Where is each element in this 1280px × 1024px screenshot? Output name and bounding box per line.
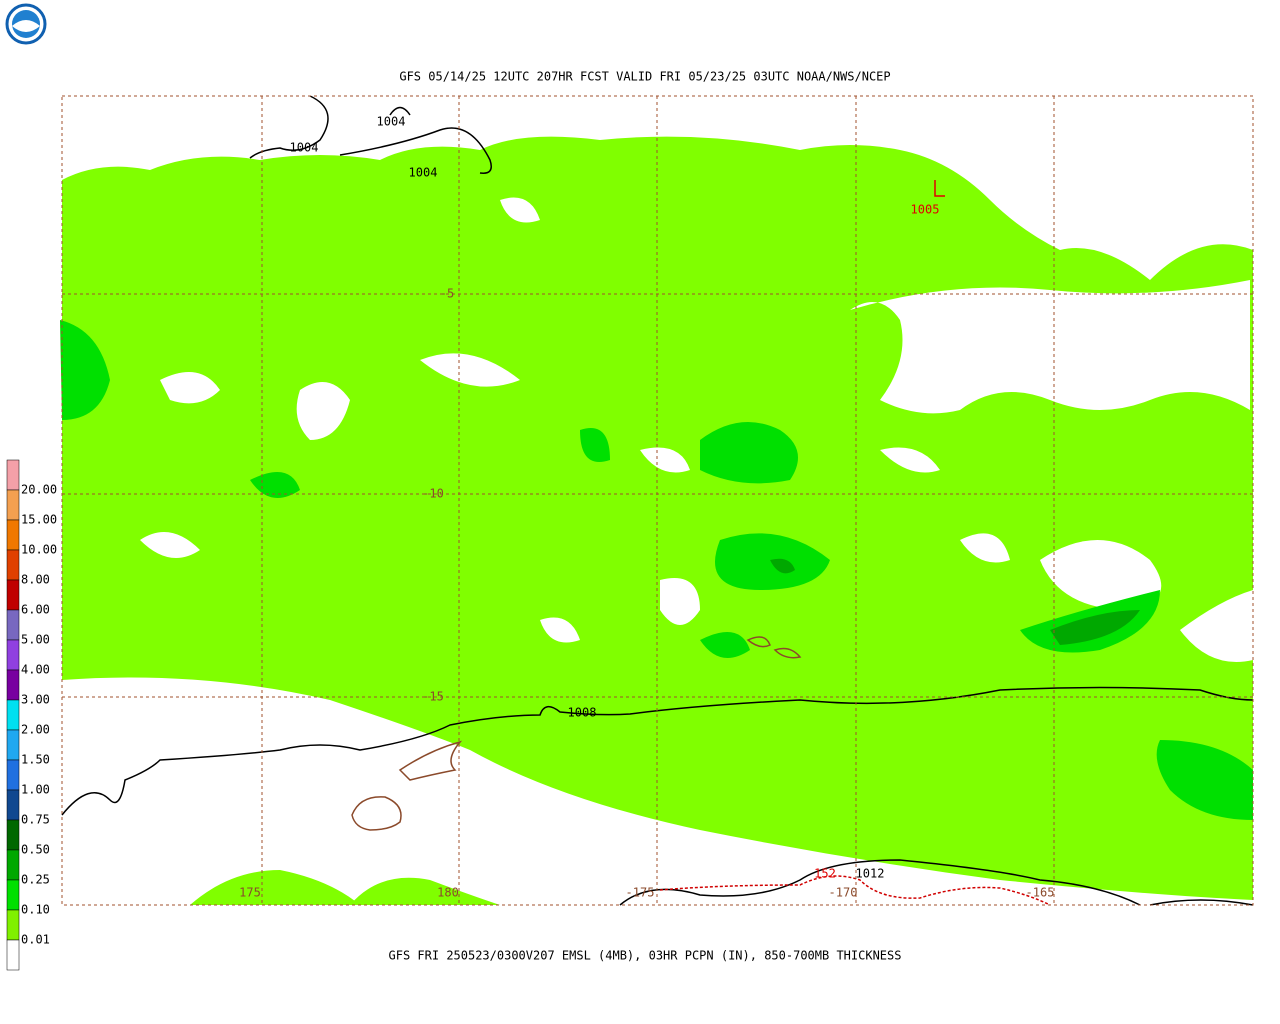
isobars	[61, 95, 1254, 906]
longitude-label: -165	[1026, 886, 1055, 900]
low-value: 1005	[911, 203, 940, 217]
longitude-label: -175	[626, 886, 655, 900]
grid	[61, 95, 1254, 906]
legend-label: 0.25	[21, 873, 50, 887]
legend-swatch	[6, 579, 20, 611]
thickness-line	[659, 875, 1051, 906]
legend-swatch	[6, 669, 20, 701]
legend-label: 5.00	[21, 633, 50, 647]
latitude-label: -5	[440, 287, 454, 301]
legend-swatch	[6, 789, 20, 821]
legend-swatch	[6, 909, 20, 941]
legend-swatch	[6, 849, 20, 881]
legend-label: 6.00	[21, 603, 50, 617]
latitude-label: -15	[422, 690, 444, 704]
legend-swatch	[6, 489, 20, 521]
map-title: GFS 05/14/25 12UTC 207HR FCST VALID FRI …	[399, 70, 890, 84]
legend-swatch	[6, 759, 20, 791]
legend-label: 3.00	[21, 693, 50, 707]
legend-label: 0.01	[21, 933, 50, 947]
pressure-label: 1004	[377, 115, 406, 129]
legend-label: 15.00	[21, 513, 57, 527]
legend-swatch	[6, 819, 20, 851]
coastlines	[351, 636, 802, 831]
legend-swatch	[6, 639, 20, 671]
legend-swatch	[6, 729, 20, 761]
legend-label: 10.00	[21, 543, 57, 557]
legend-swatch	[6, 519, 20, 551]
legend-swatch	[6, 699, 20, 731]
legend-swatch	[6, 549, 20, 581]
legend-label: 0.50	[21, 843, 50, 857]
legend-label: 1.50	[21, 753, 50, 767]
noaa-logo	[5, 3, 47, 45]
legend-swatch	[6, 459, 20, 491]
longitude-label: -170	[829, 886, 858, 900]
legend-swatch	[6, 879, 20, 911]
thickness-label: 152	[814, 867, 836, 881]
map-caption: GFS FRI 250523/0300V207 EMSL (4MB), 03HR…	[389, 949, 902, 963]
legend-label: 2.00	[21, 723, 50, 737]
latitude-label: -10	[422, 487, 444, 501]
legend-label: 1.00	[21, 783, 50, 797]
legend-label: 0.10	[21, 903, 50, 917]
legend-label: 20.00	[21, 483, 57, 497]
pressure-label: 1004	[290, 141, 319, 155]
longitude-label: 180	[437, 886, 459, 900]
legend-label: 4.00	[21, 663, 50, 677]
longitude-label: 175	[239, 886, 261, 900]
legend-label: 0.75	[21, 813, 50, 827]
legend-swatch	[6, 939, 20, 971]
pressure-label: 1008	[568, 706, 597, 720]
legend-label: 8.00	[21, 573, 50, 587]
pressure-label: 1012	[856, 867, 885, 881]
low-marker	[934, 180, 945, 197]
legend-swatch	[6, 609, 20, 641]
pressure-label: 1004	[409, 166, 438, 180]
